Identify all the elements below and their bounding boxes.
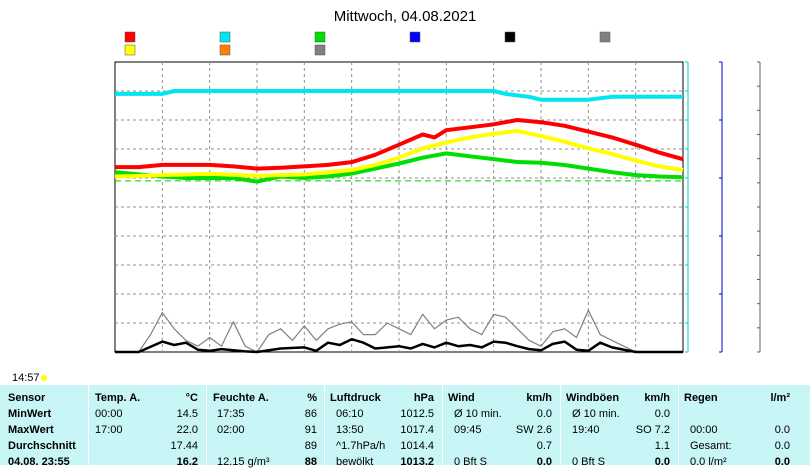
stats-rain-desc: Gesamt: [690,440,732,452]
stats-rain-val: 0.0 [774,456,790,468]
stats-hum-val: 89 [304,440,317,452]
legend-swatch [219,31,231,43]
stats-temp-val: 22.0 [176,424,198,436]
stats-gust-val: 0.0 [654,456,670,468]
stats-separator [442,385,443,465]
stats-header: km/h [526,392,552,404]
legend-swatch [314,44,326,56]
stats-temp-time: 17:00 [95,424,123,436]
stats-separator [206,385,207,465]
stats-rain-val: 0.0 [774,424,790,436]
chart-grid [114,61,684,353]
legend-swatch [504,31,516,43]
stats-temp-val: 16.2 [176,456,198,468]
stats-wind-val: 0.0 [536,456,552,468]
stats-wind-val: 0.0 [536,408,552,420]
stats-hum-val: 88 [304,456,317,468]
chart-series [114,89,684,354]
stats-gust-desc: 0 Bft S [572,456,606,468]
stats-header: Regen [684,392,718,404]
sun-marker-icon [41,375,47,381]
stats-press-time: 06:10 [336,408,364,420]
stats-header: km/h [644,392,670,404]
stats-wind-desc: Ø 10 min. [454,408,502,420]
weather-chart: Mittwoch, 04.08.2021 14:57 [12,8,761,384]
legend-swatch [124,31,136,43]
stats-temp-time: 00:00 [95,408,123,420]
stats-hum-time: 02:00 [217,424,245,436]
stats-gust-val: 0.0 [654,408,670,420]
stats-press-val: 1017.4 [400,424,434,436]
stats-hum-val: 91 [304,424,317,436]
chart-title: Mittwoch, 04.08.2021 [334,8,477,25]
stats-wind-val: 0.7 [536,440,552,452]
stats-temp-val: 14.5 [176,408,198,420]
stats-header: Wind [448,392,475,404]
stats-press-time: ^1.7hPa/h [336,440,386,452]
stats-label: MaxWert [8,424,54,436]
stats-separator [88,385,89,465]
series-windb-en [115,309,683,353]
stats-label: Durchschnitt [8,440,76,452]
stats-separator [678,385,679,465]
stats-header: Temp. A. [95,392,141,404]
stats-header: Windböen [566,392,620,404]
stats-header: % [307,392,317,404]
stats-header: °C [185,392,198,404]
legend-swatch [314,31,326,43]
stats-rain-val: 0.0 [774,440,790,452]
time-marker: 14:57 [12,372,40,384]
stats-header: l/m² [770,392,790,404]
stats-header: Luftdruck [330,392,381,404]
series-wind [115,337,683,354]
legend-swatch [124,44,136,56]
stats-press-val: 1012.5 [400,408,434,420]
chart-legend [124,31,611,56]
stats-hum-val: 86 [304,408,317,420]
chart-axes [685,61,761,353]
stats-separator [324,385,325,465]
stats-header: hPa [413,392,434,404]
stats-hum-time: 17:35 [217,408,245,420]
stats-rain-desc: 0.0 l/m² [690,456,727,468]
stats-header: Feuchte A. [213,392,269,404]
series-luftdruck [114,151,684,184]
stats-press-val: 1013.2 [400,456,434,468]
series-taupunkt [114,128,684,179]
legend-swatch [409,31,421,43]
stats-gust-val: 1.1 [654,440,670,452]
series-temp-a- [115,118,684,171]
series-feuchte-a- [115,89,683,102]
stats-gust-desc: Ø 10 min. [572,408,620,420]
stats-rain-desc: 00:00 [690,424,718,436]
stats-temp-val: 17.44 [170,440,198,452]
stats-gust-val: SO 7.2 [635,424,670,436]
legend-swatch [599,31,611,43]
stats-header: Sensor [8,392,46,404]
stats-press-val: 1014.4 [400,440,434,452]
legend-swatch [219,44,231,56]
stats-press-time: 13:50 [336,424,364,436]
stats-wind-val: SW 2.6 [515,424,552,436]
stats-hum-time: 12.15 g/m³ [217,456,270,468]
stats-press-time: bewölkt [336,456,374,468]
stats-separator [560,385,561,465]
stats-wind-desc: 09:45 [454,424,482,436]
stats-gust-desc: 19:40 [572,424,600,436]
stats-label: 04.08. 23:55 [8,456,70,468]
stats-label: MinWert [8,408,52,420]
statistics-panel: Sensor Temp. A. °C Feuchte A.% Luftdruck hPa W… [0,385,810,468]
stats-wind-desc: 0 Bft S [454,456,488,468]
